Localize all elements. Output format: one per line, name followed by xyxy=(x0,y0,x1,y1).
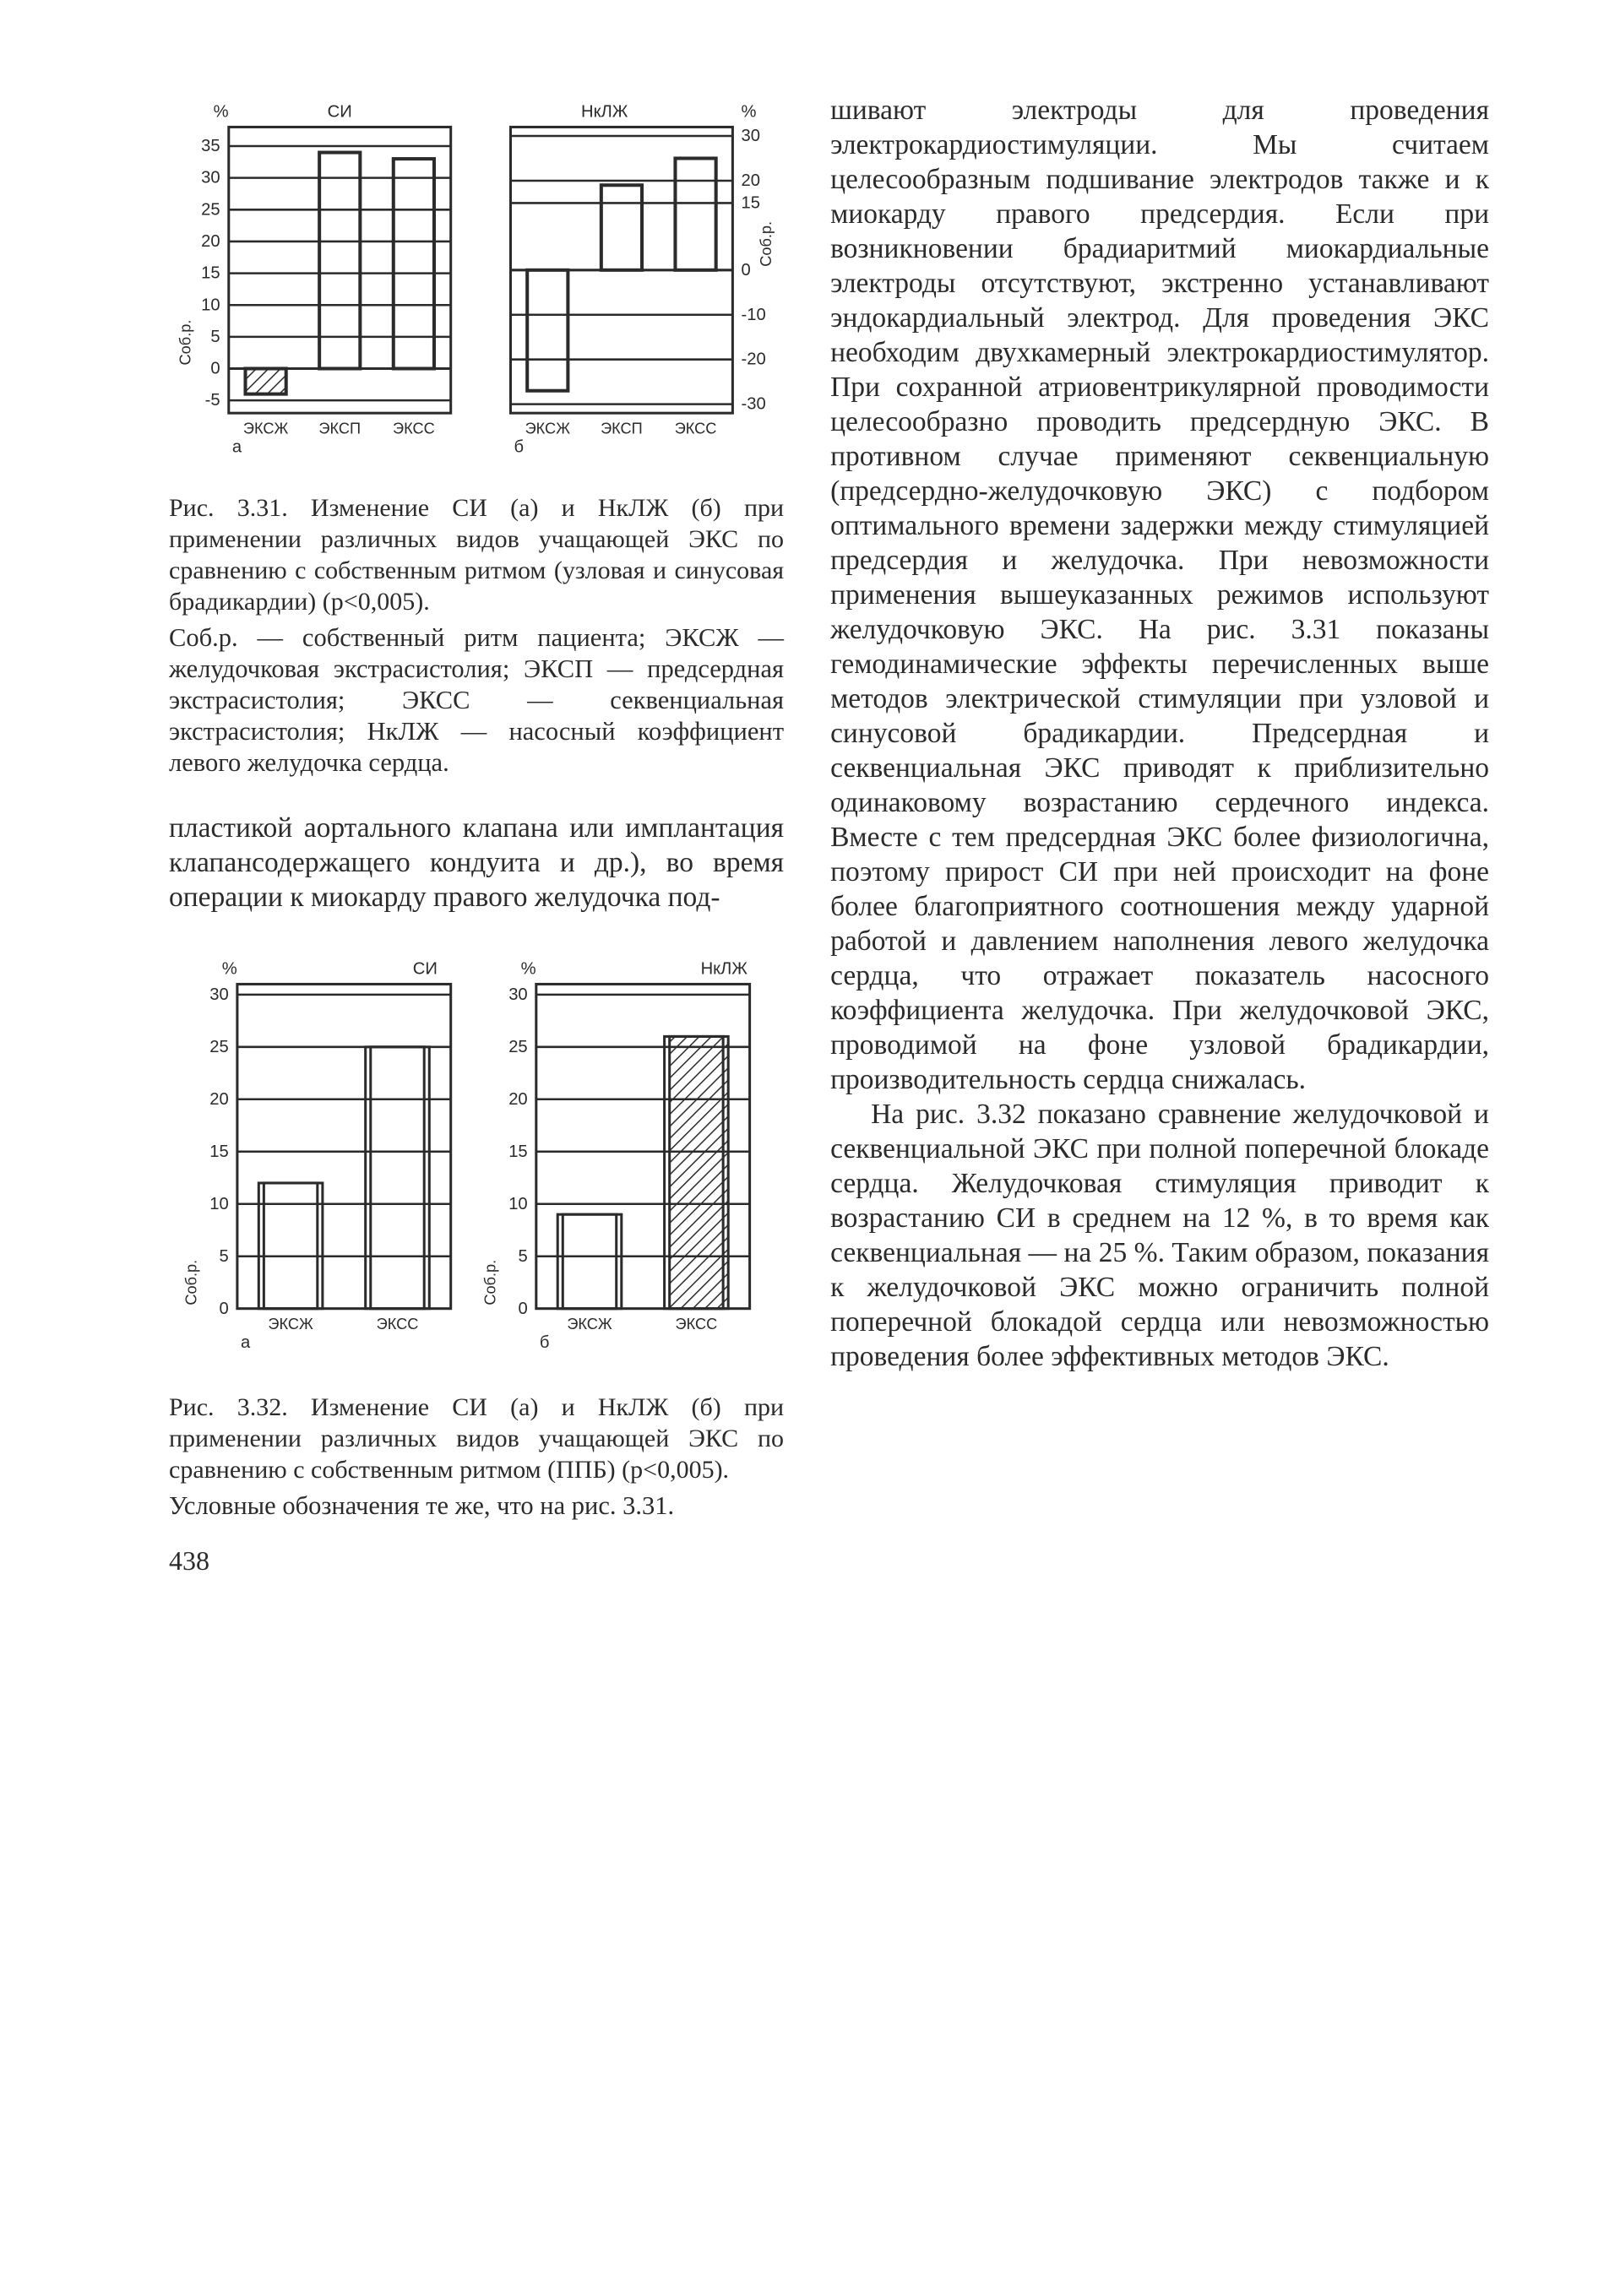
svg-text:20: 20 xyxy=(209,1090,229,1109)
svg-text:Соб.р.: Соб.р. xyxy=(758,221,775,267)
left-column: ЭКСЖЭКСПЭКСС-505101520253035%СИСоб.р.аЭК… xyxy=(169,93,784,1577)
svg-text:15: 15 xyxy=(201,264,220,283)
svg-text:25: 25 xyxy=(201,200,220,219)
svg-text:25: 25 xyxy=(508,1038,528,1056)
svg-text:%: % xyxy=(214,102,229,121)
caption-3-32: Рис. 3.32. Изменение СИ (а) и НкЛЖ (б) п… xyxy=(169,1392,784,1485)
svg-text:10: 10 xyxy=(201,296,220,314)
figure-3-31-svg: ЭКСЖЭКСПЭКСС-505101520253035%СИСоб.р.аЭК… xyxy=(169,93,784,469)
svg-text:б: б xyxy=(514,438,525,457)
figure-3-32-svg: ЭКСЖ ЭКСС 0 5 10 15 20 25 30% СИ Соб.р. а ЭКСЖ ЭКСС 0 5… xyxy=(169,950,784,1368)
svg-text:ЭКСЖ: ЭКСЖ xyxy=(567,1316,612,1333)
svg-text:15: 15 xyxy=(741,193,760,212)
left-paragraph: пластикой аортального клапана или имплан… xyxy=(169,811,784,915)
svg-text:ЭКСС: ЭКСС xyxy=(675,420,717,437)
figure-3-32: ЭКСЖ ЭКСС 0 5 10 15 20 25 30% СИ Соб.р. а ЭКСЖ ЭКСС 0 5… xyxy=(169,950,784,1368)
svg-text:ЭКСС: ЭКСС xyxy=(393,420,435,437)
figure-3-31: ЭКСЖЭКСПЭКСС-505101520253035%СИСоб.р.аЭК… xyxy=(169,93,784,469)
svg-text:-5: -5 xyxy=(205,391,220,410)
svg-text:10: 10 xyxy=(508,1195,528,1213)
svg-text:5: 5 xyxy=(220,1247,229,1266)
legend-3-31: Соб.р. — собственный ритм пациента; ЭКСЖ… xyxy=(169,622,784,779)
svg-text:ЭКСС: ЭКСС xyxy=(676,1316,718,1333)
svg-text:а: а xyxy=(241,1333,251,1352)
svg-text:б: б xyxy=(540,1333,550,1352)
svg-text:%: % xyxy=(521,959,536,978)
svg-text:20: 20 xyxy=(508,1090,528,1109)
right-paragraph-2: На рис. 3.32 показано сравнение желудочк… xyxy=(830,1097,1489,1374)
svg-text:0: 0 xyxy=(220,1300,229,1318)
svg-text:30: 30 xyxy=(209,985,229,1004)
two-column-layout: ЭКСЖЭКСПЭКСС-505101520253035%СИСоб.р.аЭК… xyxy=(169,93,1489,1577)
svg-text:5: 5 xyxy=(518,1247,527,1266)
svg-text:0: 0 xyxy=(210,360,220,378)
page: ЭКСЖЭКСПЭКСС-505101520253035%СИСоб.р.аЭК… xyxy=(0,0,1620,1627)
right-paragraph-2-text: На рис. 3.32 показано сравнение желудочк… xyxy=(830,1099,1489,1372)
svg-text:-30: -30 xyxy=(741,395,765,414)
svg-text:ЭКСЖ: ЭКСЖ xyxy=(268,1316,313,1333)
svg-text:НкЛЖ: НкЛЖ xyxy=(581,102,628,121)
svg-text:СИ: СИ xyxy=(413,959,438,978)
right-paragraph-1: шивают электроды для проведения электрок… xyxy=(830,93,1489,1097)
svg-text:а: а xyxy=(232,438,242,457)
svg-text:0: 0 xyxy=(518,1300,527,1318)
svg-text:ЭКСЖ: ЭКСЖ xyxy=(243,420,289,437)
svg-text:5: 5 xyxy=(210,328,220,346)
caption-3-31: Рис. 3.31. Изменение СИ (а) и НкЛЖ (б) п… xyxy=(169,492,784,617)
page-number: 438 xyxy=(169,1545,784,1577)
svg-text:35: 35 xyxy=(201,137,220,155)
svg-text:%: % xyxy=(741,102,756,121)
svg-text:Соб.р.: Соб.р. xyxy=(182,1260,199,1305)
svg-text:30: 30 xyxy=(741,127,760,145)
svg-text:20: 20 xyxy=(741,171,760,190)
legend-3-32: Условные обозначения те же, что на рис. … xyxy=(169,1490,784,1522)
svg-text:-10: -10 xyxy=(741,306,765,324)
svg-text:-20: -20 xyxy=(741,350,765,369)
svg-text:10: 10 xyxy=(209,1195,229,1213)
svg-text:ЭКСЖ: ЭКСЖ xyxy=(525,420,571,437)
svg-text:30: 30 xyxy=(201,169,220,187)
svg-text:ЭКСП: ЭКСП xyxy=(318,420,361,437)
svg-text:15: 15 xyxy=(209,1143,229,1161)
svg-text:0: 0 xyxy=(741,261,750,280)
svg-text:ЭКСС: ЭКСС xyxy=(377,1316,419,1333)
svg-text:Соб.р.: Соб.р. xyxy=(177,320,193,366)
svg-text:%: % xyxy=(222,959,237,978)
svg-text:30: 30 xyxy=(508,985,528,1004)
svg-text:20: 20 xyxy=(201,232,220,251)
right-column: шивают электроды для проведения электрок… xyxy=(830,93,1489,1577)
svg-text:15: 15 xyxy=(508,1143,528,1161)
svg-text:25: 25 xyxy=(209,1038,229,1056)
svg-text:ЭКСП: ЭКСП xyxy=(601,420,643,437)
svg-text:НкЛЖ: НкЛЖ xyxy=(701,959,748,978)
svg-text:Соб.р.: Соб.р. xyxy=(481,1260,498,1305)
svg-text:СИ: СИ xyxy=(328,102,352,121)
